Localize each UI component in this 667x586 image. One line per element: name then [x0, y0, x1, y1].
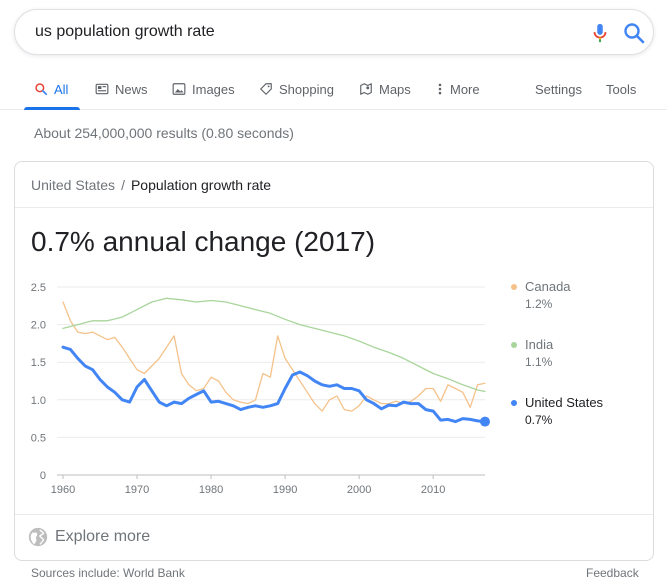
search-box[interactable]: us population growth rate [14, 9, 654, 55]
search-icon [35, 83, 48, 96]
x-tick-label: 1970 [125, 484, 149, 496]
tab-maps-label: Maps [379, 81, 411, 97]
tab-news-label: News [115, 81, 148, 97]
news-icon [95, 83, 109, 95]
tab-shopping[interactable]: Shopping [259, 81, 334, 97]
tab-news[interactable]: News [95, 81, 148, 97]
explore-more-button[interactable]: Explore more [27, 526, 150, 548]
series-line-canada [62, 301, 486, 412]
tag-icon [260, 83, 272, 95]
x-tick-label: 1960 [51, 484, 75, 496]
series-line-india [62, 297, 486, 393]
y-tick-label: 0 [40, 470, 46, 482]
legend-india-dot [511, 341, 517, 348]
settings-link[interactable]: Settings [535, 81, 582, 97]
y-tick-label: 2.0 [31, 320, 46, 332]
search-submit-icon[interactable] [622, 21, 646, 45]
tab-more[interactable]: More [436, 81, 480, 97]
y-tick-label: 1.5 [31, 357, 46, 369]
explore-divider [15, 514, 653, 515]
knowledge-card: United States / Population growth rate 0… [14, 161, 654, 561]
tools-link[interactable]: Tools [606, 81, 637, 97]
x-tick-label: 2000 [347, 484, 371, 496]
legend-us-name: United States [525, 395, 604, 410]
legend-us-value: 0.7% [525, 413, 553, 427]
x-tick-label: 1990 [273, 484, 297, 496]
tab-maps[interactable]: Maps [359, 81, 411, 97]
search-tabs: All News Images Shopping Maps [0, 70, 667, 110]
breadcrumb-separator: / [121, 177, 125, 193]
x-tick-label: 1980 [199, 484, 223, 496]
more-vert-icon [438, 83, 442, 95]
search-input[interactable]: us population growth rate [35, 23, 215, 40]
feedback-link[interactable]: Feedback [586, 566, 639, 580]
legend-us-dot [511, 399, 517, 406]
tab-all[interactable]: All [34, 81, 68, 97]
headline-value: 0.7% annual change (2017) [31, 226, 376, 257]
result-stats: About 254,000,000 results (0.80 seconds) [34, 125, 294, 141]
legend-united-states[interactable]: United States 0.7% [511, 395, 641, 427]
map-icon [360, 83, 372, 95]
legend-canada-name: Canada [525, 279, 571, 294]
y-tick-label: 2.5 [31, 282, 46, 294]
legend-india[interactable]: India 1.1% [511, 337, 641, 369]
mic-icon[interactable] [589, 21, 611, 45]
legend-india-value: 1.1% [525, 355, 553, 369]
breadcrumb-current: Population growth rate [130, 177, 272, 193]
card-divider [15, 207, 653, 208]
population-growth-chart[interactable]: 2.5 2.0 1.5 1.0 0.5 0 1960 1970 1980 1990 2000 2010 [15, 272, 653, 512]
globe-icon [28, 527, 48, 547]
legend-india-name: India [525, 337, 554, 352]
image-icon [172, 83, 186, 95]
tab-more-label: More [450, 81, 480, 97]
explore-more-label: Explore more [55, 528, 151, 545]
series-endpoint-united-states [480, 416, 490, 427]
breadcrumb: United States / Population growth rate [31, 177, 271, 193]
tab-shopping-label: Shopping [279, 81, 334, 97]
legend-canada-dot [511, 283, 517, 290]
y-tick-label: 0.5 [31, 432, 46, 444]
x-tick-label: 2010 [421, 484, 445, 496]
sources-text: Sources include: World Bank [31, 566, 185, 580]
legend-canada[interactable]: Canada 1.2% [511, 279, 641, 311]
tab-images[interactable]: Images [172, 81, 235, 97]
tab-images-label: Images [192, 81, 235, 97]
tab-all-label: All [54, 81, 69, 97]
breadcrumb-parent[interactable]: United States [31, 177, 116, 193]
active-tab-indicator [24, 107, 80, 110]
series-line-united-states [61, 345, 487, 424]
y-tick-label: 1.0 [31, 395, 46, 407]
legend-canada-value: 1.2% [525, 297, 553, 311]
